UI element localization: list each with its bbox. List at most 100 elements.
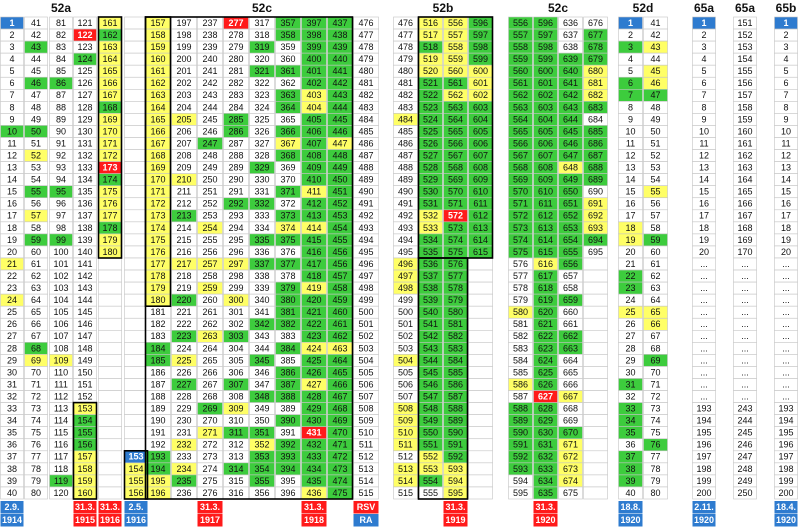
cell-value: 330 <box>254 175 269 185</box>
cell <box>124 317 148 331</box>
cell-value: 43 <box>31 42 41 52</box>
cell-value: 155 <box>77 428 92 438</box>
cell-value: 498 <box>398 283 413 293</box>
cell-value: 196 <box>150 488 165 498</box>
cell-value: 649 <box>563 175 578 185</box>
cell-value: 680 <box>588 66 603 76</box>
cell-value: 2 <box>628 30 633 40</box>
cell-value: 494 <box>398 235 413 245</box>
cell <box>468 281 493 295</box>
cell-value: 549 <box>423 416 438 426</box>
cell-value: 401 <box>306 66 321 76</box>
cell-value: 495 <box>358 247 373 257</box>
footer-label: 1920 <box>694 515 714 525</box>
cell-value: 8 <box>701 102 706 112</box>
cell-value: 381 <box>280 307 295 317</box>
cell-value: 512 <box>358 452 373 462</box>
cell <box>124 185 148 199</box>
cell-value: 656 <box>563 259 578 269</box>
cell-value: 129 <box>77 114 92 124</box>
cell-value: 627 <box>538 391 553 401</box>
cell-value: 533 <box>423 223 438 233</box>
cell-value: 477 <box>398 30 413 40</box>
cell-value: 212 <box>176 199 191 209</box>
cell-value: 295 <box>228 235 243 245</box>
cell <box>583 281 608 295</box>
cell-value: 272 <box>202 440 217 450</box>
cell-value: 583 <box>448 343 463 353</box>
cell-value: 457 <box>332 271 347 281</box>
cell-value: 83 <box>56 42 66 52</box>
cell-value: 168 <box>737 223 752 233</box>
cell-value: 640 <box>563 66 578 76</box>
cell <box>583 414 608 427</box>
cell-value: 134 <box>77 175 92 185</box>
cell-value: 447 <box>332 138 347 148</box>
cell-value: 450 <box>332 175 347 185</box>
cell-value: 243 <box>202 90 217 100</box>
cell-value: 397 <box>306 18 321 28</box>
cell-value: 389 <box>280 404 295 414</box>
cell-value: 372 <box>280 199 295 209</box>
cell-value: ... <box>741 379 749 389</box>
cell-value: 501 <box>398 319 413 329</box>
cell-value: 173 <box>150 211 165 221</box>
cell-value: 398 <box>306 30 321 40</box>
cell-value: 520 <box>423 66 438 76</box>
cell-value: 132 <box>77 150 92 160</box>
cell-value: 149 <box>77 355 92 365</box>
cell-value: ... <box>700 319 708 329</box>
cell-value: 296 <box>228 247 243 257</box>
cell <box>98 329 122 343</box>
cell-value: 79 <box>650 476 660 486</box>
cell-value: 422 <box>306 319 321 329</box>
cell-value: 638 <box>563 42 578 52</box>
cell-value: 354 <box>254 464 269 474</box>
cell-value: 278 <box>228 30 243 40</box>
cell-value: 678 <box>588 42 603 52</box>
cell-value: 604 <box>473 114 488 124</box>
cell-value: 6 <box>9 78 14 88</box>
cell-value: 45 <box>31 66 41 76</box>
cell-value: 9 <box>628 114 633 124</box>
cell-value: 444 <box>332 102 347 112</box>
footer-cell <box>0 514 24 527</box>
cell-value: 178 <box>102 223 117 233</box>
cell-value: 55 <box>31 187 41 197</box>
cell <box>583 329 608 343</box>
cell-value: 615 <box>538 247 553 257</box>
cell-value: 456 <box>332 247 347 257</box>
cell-value: ... <box>782 319 790 329</box>
cell <box>124 426 148 440</box>
cell-value: 16 <box>7 199 17 209</box>
cell-value: 246 <box>202 126 217 136</box>
cell-value: 257 <box>202 259 217 269</box>
cell <box>468 486 493 500</box>
cell-value: 502 <box>358 331 373 341</box>
cell <box>124 40 148 54</box>
cell-value: 500 <box>358 307 373 317</box>
cell-value: ... <box>782 355 790 365</box>
cell-value: 62 <box>650 271 660 281</box>
cell-value: 225 <box>176 355 191 365</box>
cell <box>468 293 493 307</box>
cell <box>468 305 493 319</box>
cell-value: 592 <box>513 452 528 462</box>
cell-value: 629 <box>538 416 553 426</box>
cell-value: 365 <box>280 114 295 124</box>
cell-value: 102 <box>53 271 68 281</box>
cell-value: 371 <box>280 187 295 197</box>
cell-value: 496 <box>358 259 373 269</box>
cell-value: 587 <box>448 391 463 401</box>
cell-value: 165 <box>737 187 752 197</box>
cell-value: 69 <box>650 355 660 365</box>
cell-value: 427 <box>306 379 321 389</box>
cell-value: 115 <box>54 428 68 438</box>
cell-value: 413 <box>306 211 321 221</box>
footer-label: 1915 <box>75 515 95 525</box>
cell <box>124 342 148 355</box>
cell-value: 580 <box>448 307 463 317</box>
cell-value: 7 <box>628 90 633 100</box>
cell-value: 641 <box>563 78 578 88</box>
cell <box>98 354 122 367</box>
